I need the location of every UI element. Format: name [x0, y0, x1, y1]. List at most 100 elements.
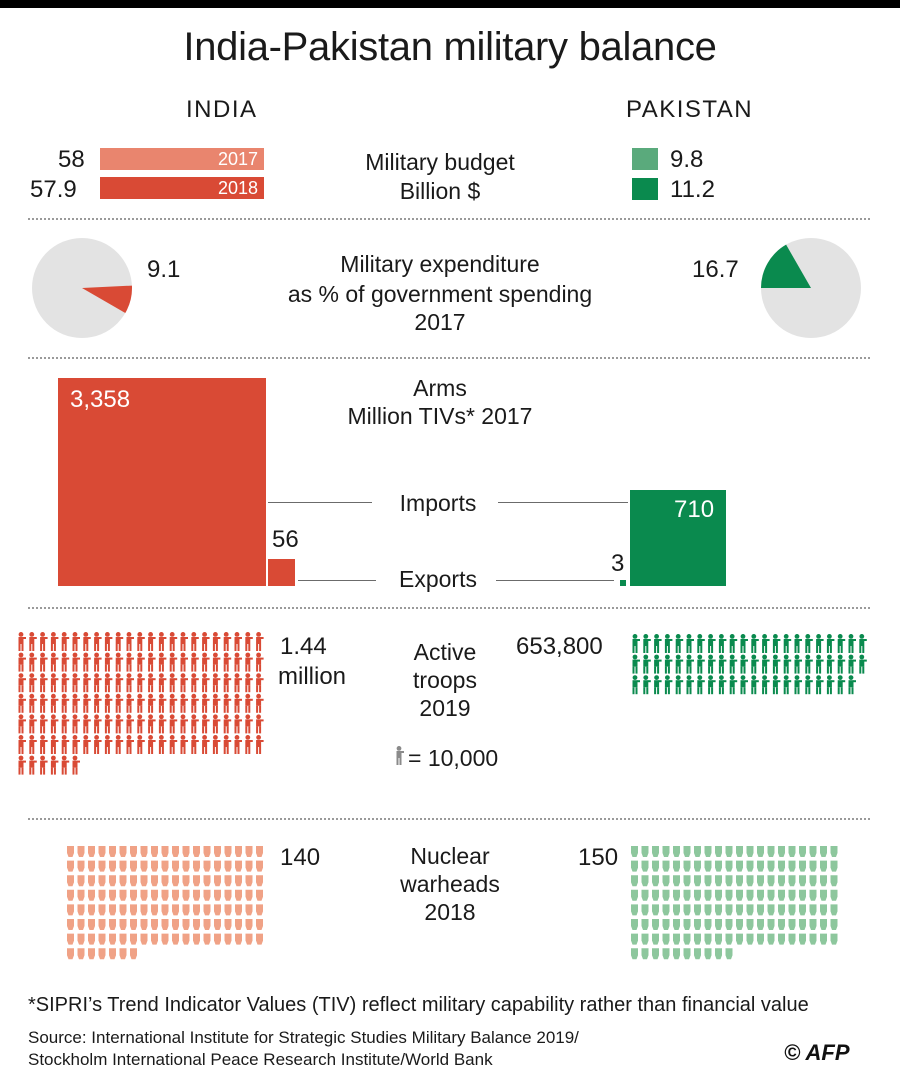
india-pie-slice [82, 285, 132, 313]
pakistan-warhead-icon [809, 875, 817, 887]
india-warhead-icon [88, 919, 95, 930]
expenditure-title: Military expenditure [340, 251, 540, 277]
india-troop-icon [212, 673, 221, 693]
pakistan-warhead-icon [673, 933, 680, 945]
pakistan-warhead-icon [631, 904, 638, 916]
pakistan-warhead-icon [778, 919, 785, 930]
india-troop-icon [83, 714, 91, 734]
india-troop-icon [115, 714, 124, 734]
india-warhead-icon [214, 919, 221, 930]
pakistan-troop-icon [772, 675, 781, 695]
india-warhead-icon [119, 933, 127, 945]
india-warhead-icon [161, 889, 169, 901]
india-troop-icon [72, 714, 80, 734]
india-warhead-icon [151, 933, 158, 945]
pakistan-troop-icon [718, 675, 727, 695]
pakistan-warhead-icon [820, 875, 827, 887]
pakistan-warhead-icon [830, 875, 838, 887]
india-troop-icon [50, 632, 59, 651]
india-warhead-icon [77, 919, 85, 930]
pakistan-troop-icon [805, 634, 813, 653]
pakistan-warhead-icon [725, 948, 733, 960]
india-troop-icon [256, 735, 264, 754]
pakistan-troop-icon [751, 675, 759, 695]
india-troop-icon [126, 735, 134, 754]
pakistan-warhead-icon [673, 875, 680, 887]
pakistan-warhead-icon [820, 904, 827, 916]
india-troop-icon [256, 632, 264, 651]
pakistan-warhead-icon [673, 948, 680, 960]
pakistan-troop-icon [686, 675, 694, 695]
pakistan-troop-icon [664, 675, 673, 695]
pakistan-warhead-icon [767, 846, 775, 857]
india-troop-icon [18, 673, 26, 693]
india-troop-icon [40, 632, 48, 651]
india-warhead-icon [245, 904, 253, 916]
india-troop-icon [245, 673, 253, 693]
india-warhead-icon [77, 846, 85, 857]
india-troop-icon [148, 693, 156, 713]
pakistan-warhead-icon [767, 919, 775, 930]
pakistan-troop-icon [816, 634, 824, 653]
india-troop-icon [126, 632, 134, 651]
pakistan-troop-icon [816, 654, 824, 674]
pakistan-warhead-icon [631, 948, 638, 960]
india-troop-icon [202, 673, 210, 693]
pakistan-budget-2017-value: 9.8 [670, 146, 704, 173]
india-warhead-icon [172, 933, 179, 945]
india-warhead-icon [235, 875, 242, 887]
india-troop-icon [148, 632, 156, 651]
pakistan-troop-icon [826, 654, 835, 674]
pakistan-warhead-icon [799, 860, 806, 872]
india-warhead-icon [193, 933, 200, 945]
pakistan-troop-icon [654, 654, 662, 674]
pakistan-warhead-icon [683, 889, 691, 901]
india-warhead-icon [256, 860, 263, 872]
pakistan-warhead-icon [631, 860, 638, 872]
pakistan-budget-2018-marker [632, 178, 658, 200]
pakistan-warhead-icon [746, 933, 754, 945]
pakistan-troop-icon [686, 654, 694, 674]
divider [28, 818, 870, 820]
pakistan-warhead-icon [652, 919, 659, 930]
pakistan-warhead-icon [641, 919, 649, 930]
india-warheads-pictogram [67, 846, 263, 960]
india-warhead-icon [224, 860, 232, 872]
india-warhead-icon [161, 875, 169, 887]
india-troop-icon [169, 632, 178, 651]
pakistan-warhead-icon [809, 889, 817, 901]
pakistan-warhead-icon [820, 919, 827, 930]
pakistan-warhead-icon [652, 875, 659, 887]
pakistan-warhead-icon [799, 889, 806, 901]
india-troop-icon [61, 755, 70, 775]
pakistan-warhead-icon [725, 919, 733, 930]
india-imports-bar [58, 378, 266, 586]
pakistan-troop-icon [664, 654, 673, 674]
india-troop-icon [40, 673, 48, 693]
pakistan-warhead-icon [736, 919, 743, 930]
india-troop-icon [180, 652, 188, 672]
pakistan-warhead-icon [683, 860, 691, 872]
india-troop-icon [191, 632, 199, 651]
india-troop-icon [212, 693, 221, 713]
pakistan-troop-icon [632, 654, 640, 674]
india-troop-icon [223, 632, 232, 651]
india-troop-icon [158, 632, 167, 651]
india-warhead-icon [182, 919, 190, 930]
pakistan-warhead-icon [715, 933, 722, 945]
pakistan-exports-bar [619, 579, 626, 586]
india-troop-icon [83, 693, 91, 713]
india-warhead-icon [203, 933, 211, 945]
india-warhead-icon [256, 875, 263, 887]
india-warhead-icon [214, 875, 221, 887]
pakistan-warhead-icon [673, 904, 680, 916]
india-troop-icon [50, 693, 59, 713]
india-warhead-icon [214, 860, 221, 872]
pakistan-troop-icon [751, 654, 759, 674]
warheads-title-line1: Nuclear [410, 843, 490, 869]
pakistan-warhead-icon [652, 948, 659, 960]
india-budget-bar-2017: 2017 [100, 148, 264, 170]
pakistan-warhead-icon [736, 860, 743, 872]
pakistan-troop-icon [859, 654, 867, 674]
india-troop-icon [40, 714, 48, 734]
